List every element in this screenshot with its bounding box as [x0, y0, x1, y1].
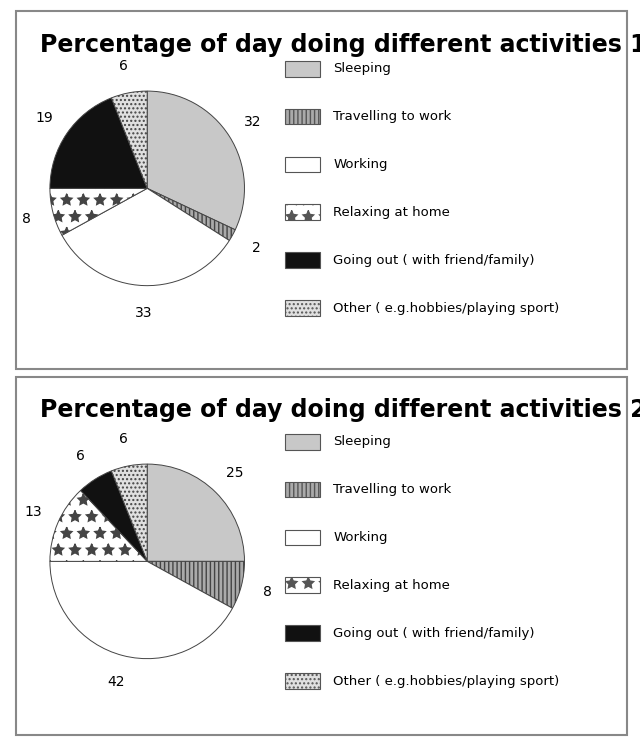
Text: 25: 25: [227, 466, 244, 480]
Text: Other ( e.g.hobbies/playing sport): Other ( e.g.hobbies/playing sport): [333, 301, 560, 315]
Text: 6: 6: [120, 432, 128, 446]
Text: Working: Working: [333, 531, 388, 544]
Text: Percentage of day doing different activities 2008: Percentage of day doing different activi…: [40, 398, 640, 422]
Bar: [285, 252, 319, 268]
Wedge shape: [50, 490, 147, 561]
Text: Sleeping: Sleeping: [333, 62, 391, 75]
Text: Travelling to work: Travelling to work: [333, 483, 452, 496]
Bar: [285, 109, 319, 125]
Wedge shape: [50, 561, 232, 659]
Wedge shape: [111, 91, 147, 188]
Wedge shape: [50, 98, 147, 188]
Bar: [285, 625, 319, 641]
Wedge shape: [81, 471, 147, 561]
Text: 19: 19: [35, 111, 53, 125]
Wedge shape: [147, 561, 244, 608]
Wedge shape: [62, 188, 229, 286]
Wedge shape: [111, 464, 147, 561]
Bar: [285, 204, 319, 220]
Bar: [285, 300, 319, 316]
Text: 32: 32: [244, 115, 261, 128]
Bar: [285, 157, 319, 172]
Text: Working: Working: [333, 158, 388, 171]
Text: Going out ( with friend/family): Going out ( with friend/family): [333, 627, 535, 639]
Text: 42: 42: [108, 675, 125, 689]
Text: 13: 13: [24, 505, 42, 519]
Bar: [285, 673, 319, 689]
Text: 8: 8: [22, 213, 31, 226]
Text: 6: 6: [120, 59, 128, 73]
Text: Relaxing at home: Relaxing at home: [333, 579, 451, 592]
Wedge shape: [50, 188, 147, 235]
Text: Percentage of day doing different activities 1958: Percentage of day doing different activi…: [40, 33, 640, 57]
Bar: [285, 482, 319, 498]
Bar: [285, 577, 319, 593]
Wedge shape: [147, 464, 244, 561]
Text: 33: 33: [134, 306, 152, 320]
Wedge shape: [147, 188, 236, 240]
Bar: [285, 60, 319, 77]
Bar: [285, 433, 319, 450]
Text: Travelling to work: Travelling to work: [333, 110, 452, 123]
Text: Going out ( with friend/family): Going out ( with friend/family): [333, 254, 535, 266]
Text: Sleeping: Sleeping: [333, 435, 391, 448]
Text: 6: 6: [76, 449, 85, 463]
Text: Relaxing at home: Relaxing at home: [333, 206, 451, 219]
Text: 2: 2: [252, 242, 260, 255]
Text: Other ( e.g.hobbies/playing sport): Other ( e.g.hobbies/playing sport): [333, 674, 560, 688]
Wedge shape: [147, 91, 244, 230]
Text: 8: 8: [264, 586, 272, 599]
Bar: [285, 530, 319, 545]
